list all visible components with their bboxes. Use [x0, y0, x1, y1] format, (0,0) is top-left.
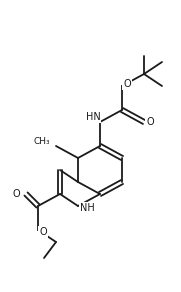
Text: NH: NH	[80, 203, 94, 213]
Text: O: O	[39, 227, 47, 237]
Text: CH₃: CH₃	[33, 138, 50, 147]
Text: O: O	[12, 189, 20, 199]
Text: HN: HN	[86, 112, 100, 122]
Text: O: O	[146, 117, 154, 127]
Text: O: O	[123, 79, 131, 89]
